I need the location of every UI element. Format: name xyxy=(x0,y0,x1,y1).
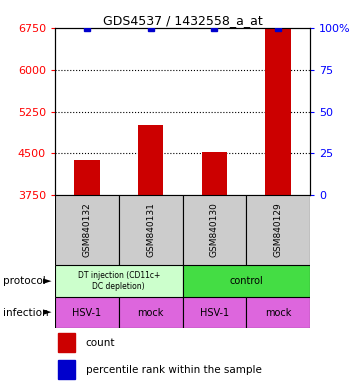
Text: count: count xyxy=(86,338,115,348)
Bar xyxy=(57,333,75,352)
Title: GDS4537 / 1432558_a_at: GDS4537 / 1432558_a_at xyxy=(103,14,262,27)
Bar xyxy=(55,265,182,297)
Bar xyxy=(55,297,119,328)
Bar xyxy=(138,126,163,195)
Text: GSM840130: GSM840130 xyxy=(210,203,219,257)
Bar xyxy=(119,195,182,265)
Text: protocol: protocol xyxy=(4,276,46,286)
Bar xyxy=(265,28,291,195)
Bar xyxy=(246,297,310,328)
Bar xyxy=(182,195,246,265)
Text: infection: infection xyxy=(4,308,49,318)
Bar xyxy=(182,297,246,328)
Bar xyxy=(74,160,100,195)
Bar xyxy=(182,265,310,297)
Bar xyxy=(202,152,227,195)
Text: ►: ► xyxy=(43,276,51,286)
Text: ►: ► xyxy=(43,308,51,318)
Bar xyxy=(57,361,75,379)
Text: percentile rank within the sample: percentile rank within the sample xyxy=(86,365,261,375)
Bar xyxy=(246,195,310,265)
Text: HSV-1: HSV-1 xyxy=(72,308,102,318)
Bar xyxy=(119,297,182,328)
Text: control: control xyxy=(229,276,263,286)
Text: GSM840132: GSM840132 xyxy=(82,203,91,257)
Text: GSM840129: GSM840129 xyxy=(274,203,283,257)
Bar xyxy=(55,195,119,265)
Text: GSM840131: GSM840131 xyxy=(146,203,155,257)
Text: HSV-1: HSV-1 xyxy=(200,308,229,318)
Text: DT injection (CD11c+
DC depletion): DT injection (CD11c+ DC depletion) xyxy=(78,271,160,291)
Text: mock: mock xyxy=(138,308,164,318)
Text: mock: mock xyxy=(265,308,291,318)
